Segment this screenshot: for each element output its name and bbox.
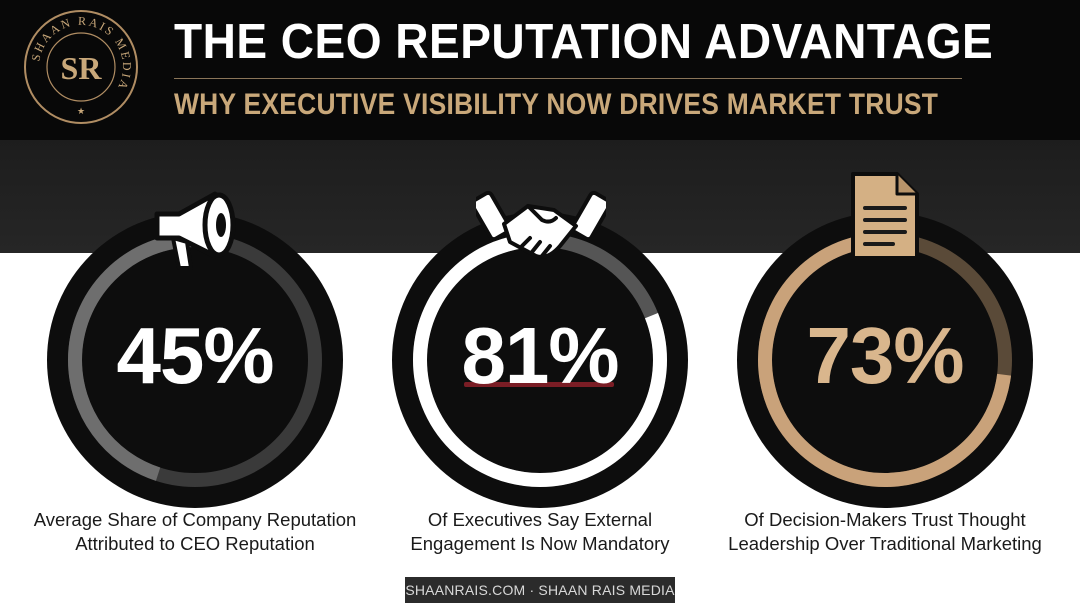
caption-line-2: Engagement Is Now Mandatory xyxy=(410,533,670,554)
stat-card-thought-leadership: 73% Of Decision-Makers Trust Thought Lea… xyxy=(728,172,1042,580)
page-subtitle: WHY EXECUTIVE VISIBILITY NOW DRIVES MARK… xyxy=(174,88,939,121)
stat-caption: Of Executives Say External Engagement Is… xyxy=(360,508,720,556)
caption-line-1: Average Share of Company Reputation xyxy=(33,509,357,530)
header-band: SHAAN RAIS MEDIA SR ★ THE CEO REPUTATION… xyxy=(0,0,1080,140)
stat-value: 45% xyxy=(116,311,274,400)
logo-star: ★ xyxy=(77,107,85,117)
brand-seal-icon: SHAAN RAIS MEDIA SR ★ xyxy=(24,10,138,124)
value-underline xyxy=(464,382,614,387)
footer-credit: SHAANRAIS.COM · SHAAN RAIS MEDIA xyxy=(405,577,675,603)
stat-caption: Of Decision-Makers Trust Thought Leaders… xyxy=(705,508,1065,556)
page-title: THE CEO REPUTATION ADVANTAGE xyxy=(174,15,994,69)
caption-line-1: Of Executives Say External xyxy=(427,509,653,530)
stat-card-reputation-share: 45% Average Share of Company Reputation … xyxy=(34,191,356,580)
handshake-icon xyxy=(469,180,613,285)
stat-value: 73% xyxy=(806,311,964,400)
stat-card-executive-engagement: 81% Of Executives Say External Engagemen… xyxy=(390,190,690,580)
title-divider xyxy=(174,78,962,79)
document-icon xyxy=(847,168,923,269)
caption-line-2: Attributed to CEO Reputation xyxy=(75,533,315,554)
caption-line-2: Leadership Over Traditional Marketing xyxy=(728,533,1042,554)
megaphone-icon xyxy=(143,184,243,279)
stat-caption: Average Share of Company Reputation Attr… xyxy=(15,508,375,556)
caption-line-1: Of Decision-Makers Trust Thought xyxy=(744,509,1026,530)
stat-value: 81% xyxy=(461,311,619,400)
logo-monogram: SR xyxy=(61,50,103,86)
